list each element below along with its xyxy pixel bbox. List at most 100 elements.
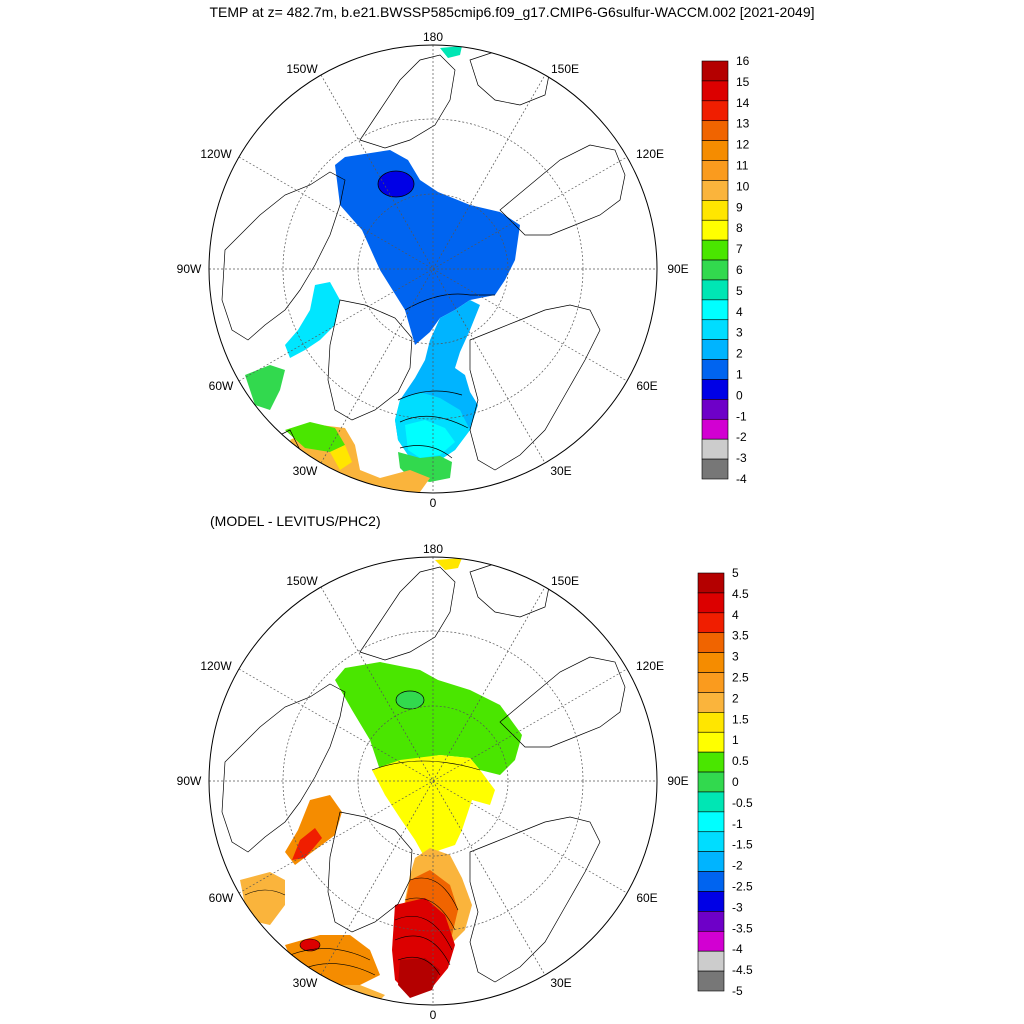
lon-label: 30W (293, 976, 318, 990)
colorbar-swatch (697, 911, 725, 932)
colorbar-swatch (701, 359, 729, 380)
figure-title: TEMP at z= 482.7m, b.e21.BWSSP585cmip6.f… (209, 4, 815, 20)
lon-label: 0 (430, 1008, 437, 1022)
colorbar-tick-label: 4 (736, 305, 743, 319)
colorbar-swatch (697, 632, 725, 653)
lon-label: 150E (551, 574, 579, 588)
lon-label: 30W (293, 464, 318, 478)
colorbar-swatch (697, 811, 725, 833)
colorbar-tick-label: 4.5 (732, 587, 749, 601)
colorbar-tick-label: 5 (736, 284, 743, 298)
lon-label: 0 (430, 496, 437, 510)
colorbar-swatch (697, 970, 725, 992)
colorbar-tick-label: 11 (736, 159, 749, 173)
colorbar-tick-label: 10 (736, 179, 750, 193)
labrador-fill (245, 365, 285, 410)
lon-label: 90W (177, 262, 202, 276)
panel-1-map: 180 150E 120E 90E 60E 30E 0 30W 60W 90W … (177, 30, 750, 510)
lon-label: 150W (286, 62, 318, 76)
colorbar-tick-label: 9 (736, 200, 743, 214)
lon-label: 30E (550, 976, 571, 990)
colorbar-tick-label: 1 (732, 733, 739, 747)
colorbar-swatch (701, 239, 729, 261)
colorbar-tick-label: 3.5 (732, 629, 749, 643)
colorbar-tick-label: 0 (732, 775, 739, 789)
lon-label: 150W (286, 574, 318, 588)
colorbar-tick-label: 0.5 (732, 754, 749, 768)
lon-label: 120W (200, 147, 232, 161)
colorbar-tick-label: 6 (736, 263, 743, 277)
colorbar-tick-label: 8 (736, 221, 743, 235)
colorbar-swatch (701, 438, 729, 460)
colorbar-swatch (701, 140, 729, 161)
panel-1-graticule (209, 45, 657, 493)
colorbar-tick-label: -1 (732, 817, 743, 831)
bering-fill (440, 46, 462, 58)
colorbar-swatch (697, 672, 725, 693)
anomaly-yellow (372, 755, 495, 858)
colorbar-swatch (701, 418, 729, 440)
lon-label: 120E (636, 147, 664, 161)
lon-label: 120W (200, 659, 232, 673)
panel-2-field (221, 558, 626, 1000)
colorbar-swatch (701, 219, 729, 241)
colorbar-tick-label: 5 (732, 566, 739, 580)
anomaly-labrador-fill (240, 872, 285, 925)
colorbar-swatch (697, 712, 725, 733)
colorbar-swatch (701, 458, 729, 480)
colorbar-tick-label: -4 (736, 472, 747, 486)
colorbar-tick-label: 3 (732, 650, 739, 664)
anomaly-bering (435, 558, 462, 570)
colorbar-swatch (697, 851, 725, 872)
colorbar-tick-label: -5 (732, 984, 743, 998)
panel-2-boundary (208, 556, 658, 1006)
colorbar-swatch (701, 319, 729, 340)
colorbar-swatch (701, 399, 729, 420)
colorbar-tick-label: -4 (732, 942, 743, 956)
colorbar-tick-label: 13 (736, 117, 750, 131)
anomaly-max-core (398, 958, 440, 998)
colorbar-tick-label: -3.5 (732, 921, 753, 935)
lon-label: 90E (667, 774, 688, 788)
anomaly-sw-core (299, 938, 321, 952)
colorbar-swatch (701, 259, 729, 281)
lon-label: 60E (636, 379, 657, 393)
colorbar-tick-label: 1 (736, 368, 743, 382)
colorbar-tick-label: -2.5 (732, 880, 753, 894)
colorbar-swatch (697, 652, 725, 673)
lon-label: 30E (550, 464, 571, 478)
colorbar-swatch (701, 200, 729, 221)
colorbar-swatch (697, 831, 725, 852)
colorbar-tick-label: 16 (736, 54, 750, 68)
lon-label: 150E (551, 62, 579, 76)
colorbar-swatch (701, 339, 729, 360)
lon-label: 90W (177, 774, 202, 788)
cold-core-fill (377, 170, 415, 198)
colorbar-swatch (697, 592, 725, 614)
colorbar-swatch (697, 791, 725, 813)
colorbar-swatch (697, 751, 725, 773)
colorbar-tick-label: 2.5 (732, 671, 749, 685)
colorbar-swatch (701, 180, 729, 201)
baffin-fill (285, 282, 340, 358)
lon-label: 90E (667, 262, 688, 276)
colorbar-tick-label: -3 (732, 900, 743, 914)
lon-label: 60W (209, 379, 234, 393)
colorbar-tick-label: 2 (736, 347, 743, 361)
panel-1-lon-labels: 180 150E 120E 90E 60E 30E 0 30W 60W 90W … (177, 30, 689, 510)
atlantic-green-fill (285, 422, 345, 452)
colorbar-tick-label: -2 (732, 859, 743, 873)
coastlines (221, 561, 626, 983)
arctic-basin-fill (335, 150, 520, 345)
colorbar-swatch (701, 279, 729, 301)
colorbar-swatch (697, 871, 725, 892)
colorbar-swatch (697, 692, 725, 713)
colorbar-swatch (701, 160, 729, 181)
colorbar-swatch (701, 100, 729, 122)
colorbar-tick-label: 3 (736, 326, 743, 340)
atlantic-yellow-fill (330, 445, 352, 470)
colorbar-tick-label: 14 (736, 96, 750, 110)
panel-2-map: 180 150W 120W 90W 60W 30W 0 30E 60E 90E … (177, 542, 753, 1022)
